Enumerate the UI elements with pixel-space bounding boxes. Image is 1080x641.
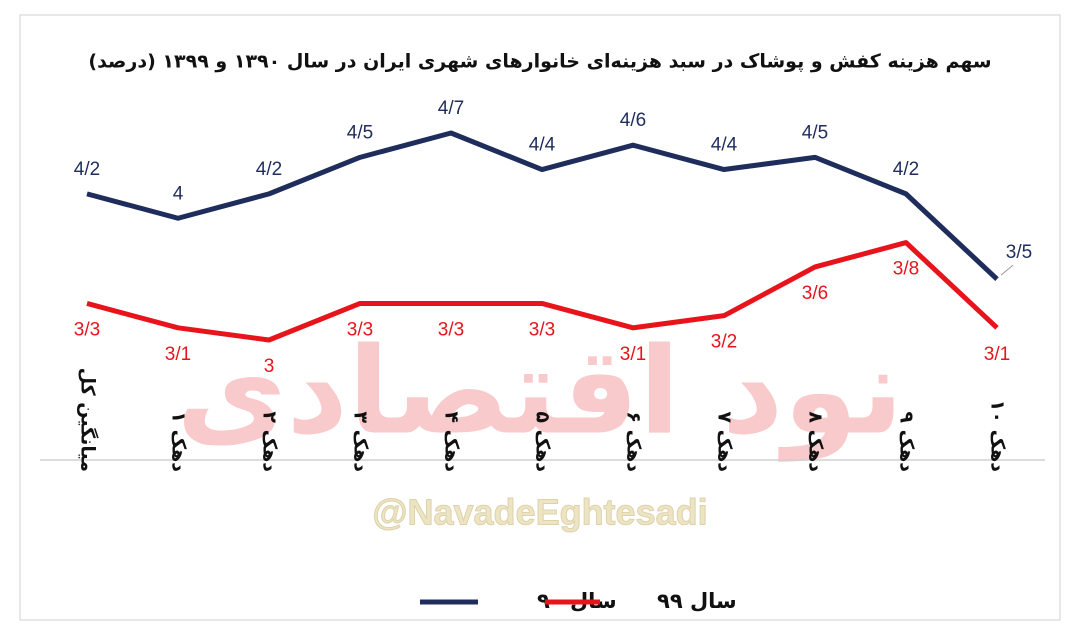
leader-line — [1000, 264, 1014, 276]
data-label: 3/3 — [438, 319, 464, 340]
data-label: 4/2 — [893, 159, 919, 180]
data-label: 4/6 — [620, 110, 646, 131]
data-label: 4/2 — [256, 159, 282, 180]
x-tick-label: دهک ۳ — [350, 411, 372, 472]
data-label: 4 — [173, 183, 184, 204]
x-tick-label: دهک ۷ — [714, 411, 736, 472]
x-tick-label: دهک ۱ — [168, 411, 190, 472]
data-label: 4/5 — [347, 122, 373, 143]
data-label: 3 — [264, 356, 275, 377]
watermark-logo: نود اقتصادی — [176, 323, 903, 462]
data-label: 4/4 — [529, 135, 556, 156]
x-tick-label: دهک ۸ — [805, 411, 827, 472]
data-label: 3/2 — [711, 332, 737, 353]
data-label: 3/3 — [347, 319, 373, 340]
x-tick-label: دهک ۲ — [259, 411, 281, 472]
data-label: 3/5 — [1006, 242, 1032, 263]
x-tick-label: دهک ۹ — [896, 411, 918, 472]
data-label: 3/1 — [984, 344, 1010, 365]
data-label: 3/6 — [802, 283, 828, 304]
data-label: 4/5 — [802, 122, 828, 143]
chart-frame — [19, 14, 1061, 621]
data-label: 4/2 — [74, 159, 100, 180]
data-label: 3/3 — [74, 319, 100, 340]
x-tick-label: دهک ۴ — [441, 411, 463, 472]
x-tick-label: میانگین کل — [77, 368, 100, 472]
data-label: 3/1 — [620, 344, 646, 365]
series-line — [86, 240, 999, 343]
data-label: 3/3 — [529, 319, 555, 340]
data-label: 4/4 — [711, 135, 738, 156]
x-tick-label: دهک ۱۰ — [987, 400, 1009, 472]
watermark: نود اقتصادی — [176, 323, 903, 462]
data-label: 4/7 — [438, 98, 464, 119]
data-label: 3/8 — [893, 259, 919, 280]
legend-label: سال ۹۹ — [657, 589, 737, 613]
data-label: 3/1 — [165, 344, 191, 365]
x-tick-label: دهک ۵ — [532, 411, 554, 472]
x-tick-label: دهک ۶ — [623, 411, 645, 472]
chart-title: سهم هزینه کفش و پوشاک در سبد هزینه‌ای خا… — [88, 51, 991, 73]
series-line — [86, 130, 999, 281]
watermark-handle: @NavadeEghtesadi — [372, 492, 707, 533]
